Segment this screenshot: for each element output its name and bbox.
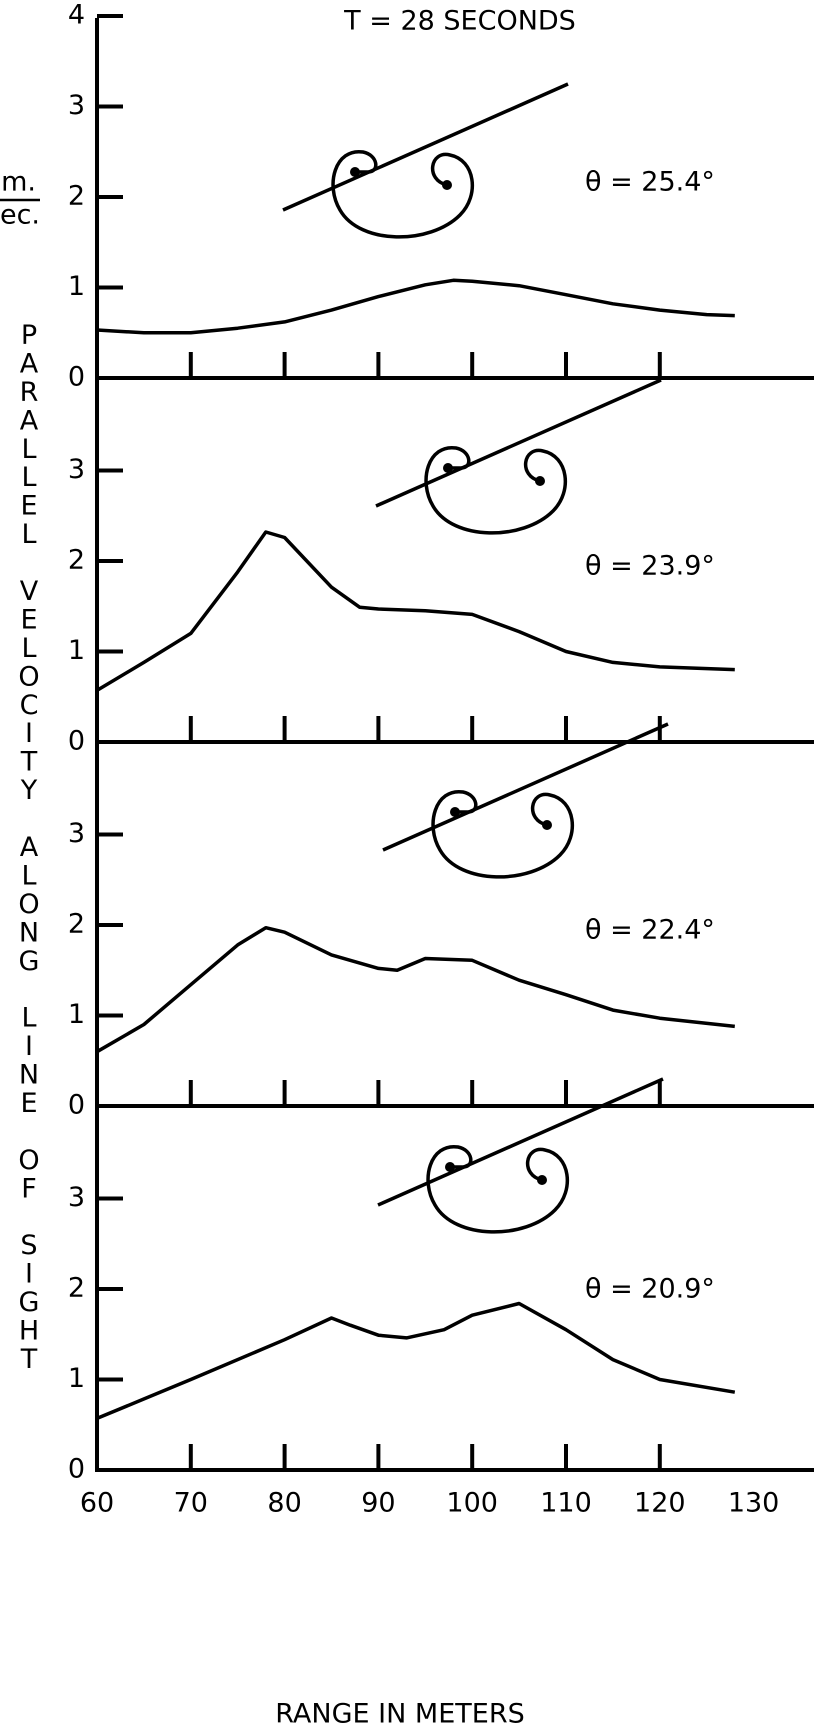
- y-tick-label: 0: [68, 1090, 85, 1121]
- x-tick-label: 120: [634, 1488, 686, 1519]
- x-axis-label: RANGE IN METERS: [275, 1699, 524, 1730]
- vortex-diagram: [376, 1077, 665, 1234]
- vortex-diagram: [374, 378, 663, 535]
- y-tick-label: 2: [68, 181, 85, 212]
- vortex-diagram: [381, 722, 670, 879]
- y-tick-label: 2: [68, 1273, 85, 1304]
- y-tick-label: 3: [68, 818, 85, 849]
- line: [96, 1301, 736, 1421]
- y-tick-label: 2: [68, 909, 85, 940]
- y-tick-label: 3: [68, 90, 85, 121]
- x-tick-label: 60: [80, 1488, 114, 1519]
- y-tick-label: 0: [68, 726, 85, 757]
- y-tick-label: 1: [68, 999, 85, 1030]
- y-tick-label: 3: [68, 454, 85, 485]
- y-tick-label: 1: [68, 635, 85, 666]
- x-tick-label: 90: [361, 1488, 395, 1519]
- chart-title: T = 28 SECONDS: [343, 6, 576, 37]
- y-tick-label: 1: [68, 271, 85, 302]
- y-tick-label: 2: [68, 545, 85, 576]
- annotation: θ = 22.4°: [585, 915, 715, 946]
- x-tick-label: 100: [446, 1488, 498, 1519]
- y-tick-label: 1: [68, 1363, 85, 1394]
- x-tick-label: 130: [728, 1488, 780, 1519]
- annotation: θ = 25.4°: [585, 167, 715, 198]
- y-unit: m.: [1, 167, 36, 198]
- annotation: θ = 23.9°: [585, 551, 715, 582]
- y-axis-label: PARALLEL VELOCITY ALONG LINE OF SIGHT: [14, 320, 45, 1375]
- x-tick-label: 70: [174, 1488, 208, 1519]
- y-tick-label: 0: [68, 1454, 85, 1485]
- vortex-diagram: [281, 82, 570, 239]
- line: [96, 278, 735, 335]
- x-tick-label: 80: [267, 1488, 301, 1519]
- y-tick-label: 3: [68, 1182, 85, 1213]
- y-tick-label: 0: [68, 362, 85, 393]
- x-tick-label: 110: [540, 1488, 592, 1519]
- y-tick-label: 4: [68, 0, 85, 31]
- line: [96, 530, 735, 692]
- line: [96, 925, 735, 1054]
- annotation: θ = 20.9°: [585, 1274, 715, 1305]
- y-unit: sec.: [0, 200, 40, 231]
